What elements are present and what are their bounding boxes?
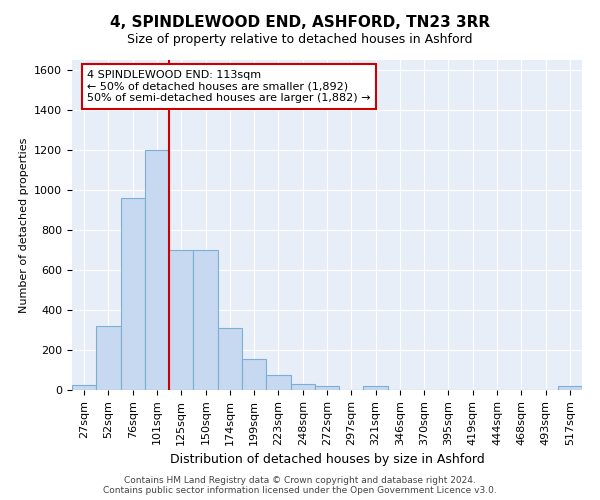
Bar	[145, 150, 169, 390]
Text: Size of property relative to detached houses in Ashford: Size of property relative to detached ho…	[127, 32, 473, 46]
Bar	[218, 328, 242, 390]
Bar	[266, 375, 290, 390]
Bar	[364, 386, 388, 390]
Bar	[96, 326, 121, 390]
Y-axis label: Number of detached properties: Number of detached properties	[19, 138, 29, 312]
Bar	[290, 384, 315, 390]
Bar	[121, 198, 145, 390]
Bar	[315, 386, 339, 390]
Bar	[242, 359, 266, 390]
Text: 4, SPINDLEWOOD END, ASHFORD, TN23 3RR: 4, SPINDLEWOOD END, ASHFORD, TN23 3RR	[110, 15, 490, 30]
Bar	[169, 250, 193, 390]
Bar	[558, 386, 582, 390]
Text: 4 SPINDLEWOOD END: 113sqm
← 50% of detached houses are smaller (1,892)
50% of se: 4 SPINDLEWOOD END: 113sqm ← 50% of detac…	[88, 70, 371, 103]
X-axis label: Distribution of detached houses by size in Ashford: Distribution of detached houses by size …	[170, 453, 484, 466]
Text: Contains HM Land Registry data © Crown copyright and database right 2024.
Contai: Contains HM Land Registry data © Crown c…	[103, 476, 497, 495]
Bar	[72, 385, 96, 390]
Bar	[193, 250, 218, 390]
